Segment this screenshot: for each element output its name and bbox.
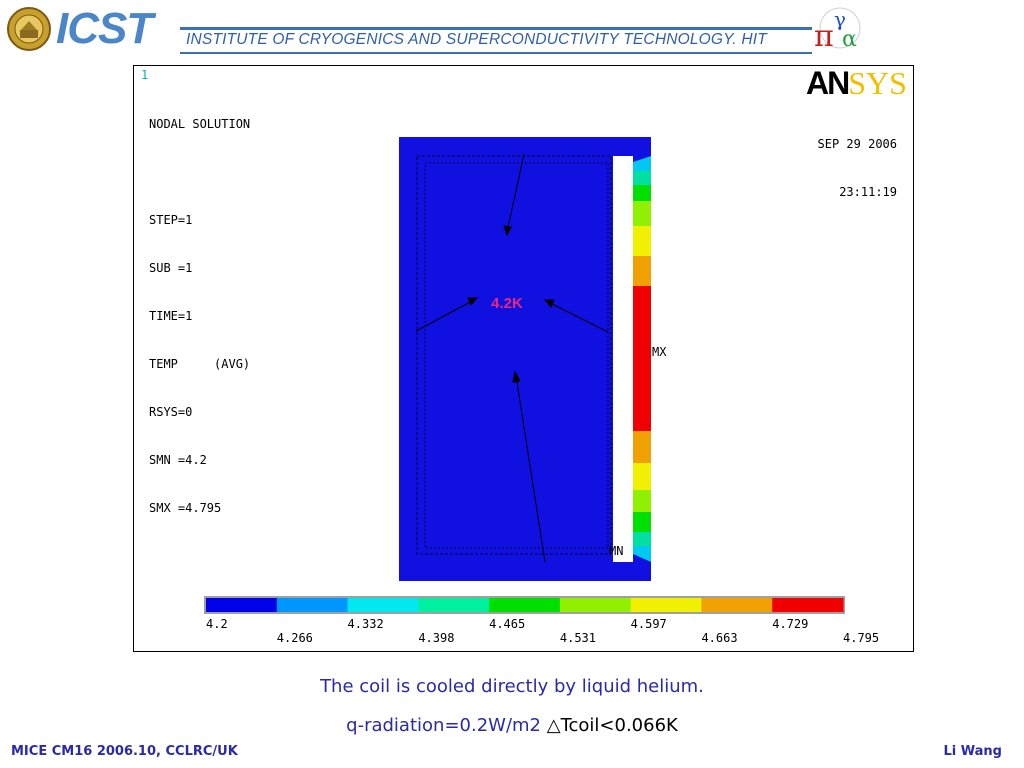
legend-value-top: 4.597 bbox=[631, 617, 667, 631]
legend-value-top: 4.465 bbox=[489, 617, 525, 631]
legend-value-top: 4.2 bbox=[206, 617, 228, 631]
info-line: TIME=1 bbox=[149, 309, 193, 323]
legend-value-top: 4.332 bbox=[348, 617, 384, 631]
solution-info: NODAL SOLUTION ​ STEP=1 SUB =1 TIME=1 TE… bbox=[149, 84, 250, 548]
caption-delta-t: △Tcoil<0.066K bbox=[546, 715, 678, 736]
legend-swatch bbox=[206, 598, 278, 612]
header: ICST INSTITUTE OF CRYOGENICS AND SUPERCO… bbox=[0, 0, 1024, 62]
coil-outline-outer bbox=[416, 155, 612, 555]
gap-region bbox=[613, 156, 633, 562]
info-line: NODAL SOLUTION bbox=[149, 117, 251, 131]
svg-text:π: π bbox=[814, 19, 834, 54]
legend-swatch bbox=[630, 598, 702, 612]
legend-value-top: 4.729 bbox=[772, 617, 808, 631]
footer-author: Li Wang bbox=[943, 744, 1002, 759]
svg-text:α: α bbox=[842, 27, 857, 52]
ansys-logo: ANSYS bbox=[806, 66, 907, 100]
header-rule bbox=[180, 27, 812, 30]
university-seal-logo bbox=[7, 7, 51, 51]
timestamp: SEP 29 2006 23:11:19 bbox=[818, 104, 897, 232]
mn-marker: MN bbox=[609, 544, 623, 558]
info-line: RSYS=0 bbox=[149, 405, 193, 419]
legend-swatch bbox=[772, 598, 844, 612]
caption-cooling: The coil is cooled directly by liquid he… bbox=[320, 676, 704, 697]
mx-marker: MX bbox=[652, 345, 667, 359]
legend-value-bottom: 4.663 bbox=[701, 631, 737, 645]
legend-swatch bbox=[276, 598, 349, 612]
info-line: SMX =4.795 bbox=[149, 501, 222, 515]
annotation-arrows bbox=[415, 153, 609, 563]
legend-swatch bbox=[418, 598, 490, 612]
legend-value-bottom: 4.398 bbox=[418, 631, 454, 645]
svg-text:γ: γ bbox=[834, 7, 846, 31]
plot-time: 23:11:19 bbox=[839, 185, 897, 199]
ansys-plot-frame: 4.2K MX MN 4.2 4.332 4.465 4.597 4.729 4.266 4… bbox=[133, 65, 914, 652]
legend-value-bottom: 4.795 bbox=[843, 631, 879, 645]
gradient-strip bbox=[633, 156, 651, 562]
header-rule-lower bbox=[180, 52, 812, 54]
info-line: ​ bbox=[149, 164, 250, 180]
footer-conference: MICE CM16 2006.10, CCLRC/UK bbox=[11, 744, 238, 759]
caption-heat-load: q-radiation=0.2W/m2 bbox=[346, 715, 547, 736]
plot-date: SEP 29 2006 bbox=[817, 137, 897, 151]
info-line: SUB =1 bbox=[149, 261, 193, 275]
caption-radiation: q-radiation=0.2W/m2 △Tcoil<0.066K bbox=[0, 715, 1024, 736]
legend-swatch bbox=[347, 598, 419, 612]
color-legend-bar bbox=[204, 596, 845, 614]
annotation-label: 4.2K bbox=[491, 295, 523, 312]
ansys-logo-sys: SYS bbox=[848, 65, 907, 101]
institute-name: INSTITUTE OF CRYOGENICS AND SUPERCONDUCT… bbox=[186, 31, 767, 48]
info-line: STEP=1 bbox=[149, 213, 193, 227]
physics-symbol-logo: π γ α bbox=[814, 7, 861, 54]
legend-swatch bbox=[559, 598, 632, 612]
info-line: SMN =4.2 bbox=[149, 453, 207, 467]
window-number: 1 bbox=[141, 68, 149, 82]
info-line: TEMP (AVG) bbox=[149, 357, 251, 371]
legend-value-bottom: 4.266 bbox=[277, 631, 313, 645]
legend-swatch bbox=[701, 598, 773, 612]
legend-swatch bbox=[489, 598, 561, 612]
icst-logo: ICST bbox=[56, 4, 153, 53]
coil-region bbox=[399, 137, 651, 581]
legend-value-bottom: 4.531 bbox=[560, 631, 596, 645]
color-legend-labels: 4.2 4.332 4.465 4.597 4.729 4.266 4.398 4.531 4.… bbox=[206, 617, 879, 645]
ansys-logo-an: AN bbox=[806, 65, 850, 101]
